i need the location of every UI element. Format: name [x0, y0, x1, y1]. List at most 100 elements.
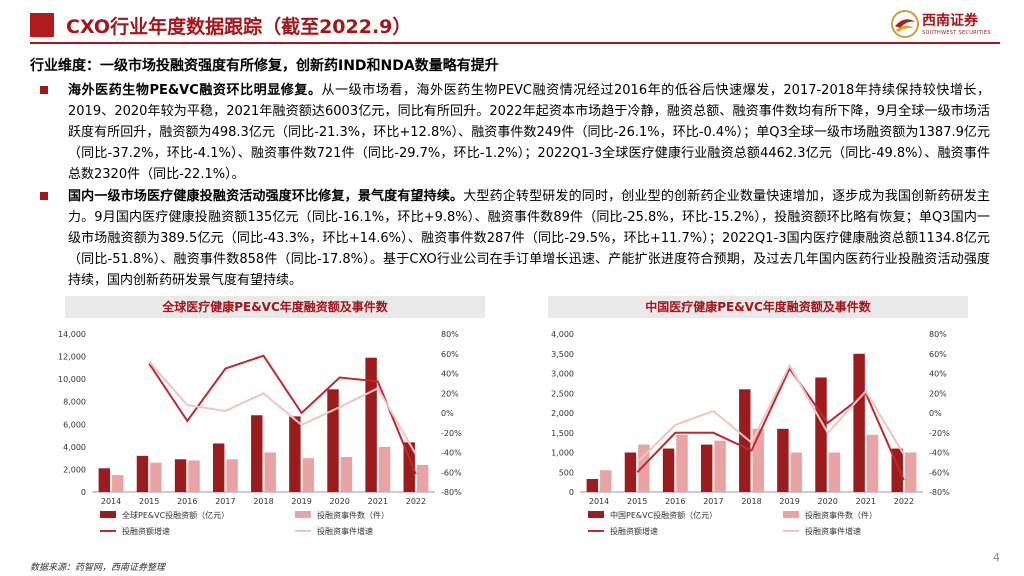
bar-mark: [98, 468, 111, 492]
logo-text: 西南证券: [922, 13, 978, 29]
bullet-lead: 国内一级市场医疗健康投融资活动强度环比修复，景气度有望持续。: [68, 189, 464, 204]
y2-tick-label: 0%: [929, 409, 942, 418]
y-tick-label: 2,000: [63, 465, 86, 474]
legend-label: 投融资事件增速: [805, 526, 861, 536]
y2-tick-label: 60%: [441, 350, 459, 359]
company-logo: 西南证券 SOUTHWEST SECURITIES: [890, 6, 1000, 42]
bar-mark: [790, 452, 803, 492]
legend-label: 投融资事件增速: [317, 526, 373, 536]
bullet-global: 海外医药生物PE&VC融资环比明显修复。从一级市场看，海外医药生物PEVC融资情…: [30, 80, 990, 185]
bar-mark: [150, 462, 162, 492]
bar-mark: [904, 452, 917, 492]
bar-mark: [586, 478, 599, 492]
y2-tick-label: 40%: [929, 370, 947, 379]
y2-tick-label: 20%: [441, 389, 459, 398]
x-tick-label: 2021: [368, 497, 388, 506]
y-tick-label: 3,000: [551, 370, 574, 379]
bar-mark: [226, 459, 238, 492]
bar-mark: [662, 448, 675, 492]
x-tick-label: 2021: [856, 497, 876, 506]
bar-mark: [136, 455, 149, 492]
x-tick-label: 2017: [215, 497, 235, 506]
bar-mark: [828, 452, 841, 492]
bullet-square-icon: [40, 86, 48, 94]
x-tick-label: 2022: [406, 497, 426, 506]
y-tick-label: 1,500: [551, 429, 574, 438]
y2-tick-label: 60%: [929, 350, 947, 359]
x-tick-label: 2016: [177, 497, 197, 506]
y-tick-label: 14,000: [58, 330, 86, 339]
growth-line: [148, 361, 417, 455]
x-tick-label: 2019: [291, 497, 311, 506]
legend-label: 投融资额增速: [122, 526, 170, 536]
bar-mark: [112, 475, 124, 492]
y-tick-label: 3,500: [551, 350, 574, 359]
x-tick-label: 2020: [330, 497, 350, 506]
x-tick-label: 2015: [627, 497, 647, 506]
bar-mark: [700, 444, 713, 492]
y2-tick-label: -40%: [929, 449, 950, 458]
bullet-square-icon: [40, 192, 48, 200]
y-tick-label: 1,000: [551, 449, 574, 458]
page-number: 4: [993, 551, 1000, 564]
bullet-body: 从一级市场看，海外医药生物PEVC融资情况经过2016年的低谷后快速爆发，201…: [68, 83, 990, 182]
x-tick-label: 2017: [703, 497, 723, 506]
x-tick-label: 2018: [253, 497, 273, 506]
bar-mark: [289, 416, 301, 492]
bar-mark: [416, 464, 429, 492]
y-tick-label: 500: [559, 468, 574, 477]
y-tick-label: 10,000: [58, 375, 86, 384]
y2-tick-label: 80%: [929, 330, 947, 339]
legend-swatch: [588, 511, 604, 518]
title-accent-block: [30, 13, 54, 37]
y-tick-label: 2,500: [551, 389, 574, 398]
y-tick-label: 2,000: [551, 409, 574, 418]
chart-china: 0 500 1,000 1,500 2,000 2,500 3,000 3,500 4,000 -…: [551, 330, 950, 536]
logo-mark-icon: [891, 10, 919, 38]
bullet-body: 大型药企转型研发的同时，创业型的创新药企业数量快速增加，逐步成为我国创新药研发主…: [68, 189, 990, 288]
y2-tick-label: -80%: [929, 488, 950, 497]
x-tick-label: 2019: [779, 497, 799, 506]
y-tick-label: 4,000: [63, 443, 86, 452]
x-tick-label: 2016: [665, 497, 685, 506]
bar-mark: [600, 470, 612, 492]
bar-mark: [251, 415, 263, 492]
y2-tick-label: 40%: [441, 370, 459, 379]
bar-mark: [777, 428, 789, 492]
y2-tick-label: -60%: [441, 468, 462, 477]
y2-tick-label: -60%: [929, 468, 950, 477]
bar-mark: [624, 452, 637, 492]
bar-mark: [365, 357, 377, 492]
bar-mark: [676, 434, 688, 492]
y2-tick-label: -20%: [929, 429, 950, 438]
x-tick-label: 2018: [741, 497, 761, 506]
y2-tick-label: -80%: [441, 488, 462, 497]
legend-label: 全球PE&VC投融资额（亿元）: [122, 510, 229, 520]
legend-label: 投融资额增速: [610, 526, 658, 536]
logo-subtext: SOUTHWEST SECURITIES: [922, 30, 991, 36]
bar-mark: [188, 460, 200, 492]
y-tick-label: 0: [569, 488, 574, 497]
bar-mark: [174, 459, 187, 492]
y2-tick-label: -20%: [441, 429, 462, 438]
legend-label: 中国PE&VC投融资额（亿元）: [610, 510, 717, 520]
x-tick-label: 2020: [818, 497, 838, 506]
y-tick-label: 8,000: [63, 398, 86, 407]
title-divider: [30, 42, 1000, 44]
y-tick-label: 0: [81, 488, 86, 497]
bullet-domestic: 国内一级市场医疗健康投融资活动强度环比修复，景气度有望持续。大型药企转型研发的同…: [30, 186, 990, 291]
bullet-paragraph: 国内一级市场医疗健康投融资活动强度环比修复，景气度有望持续。大型药企转型研发的同…: [68, 186, 990, 291]
bar-mark: [891, 448, 903, 492]
chart-title-global: 全球医疗健康PE&VC年度融资额及事件数: [65, 296, 485, 318]
legend-swatch: [295, 511, 311, 518]
y2-tick-label: 20%: [929, 389, 947, 398]
bar-mark: [340, 457, 353, 492]
bar-mark: [378, 446, 391, 492]
chart-title-china: 中国医疗健康PE&VC年度融资额及事件数: [548, 296, 968, 318]
bar-mark: [714, 440, 726, 492]
bar-mark: [739, 389, 751, 492]
y2-tick-label: -40%: [441, 449, 462, 458]
bar-mark: [853, 353, 865, 492]
bar-mark: [264, 452, 276, 492]
y2-tick-label: 0%: [441, 409, 454, 418]
